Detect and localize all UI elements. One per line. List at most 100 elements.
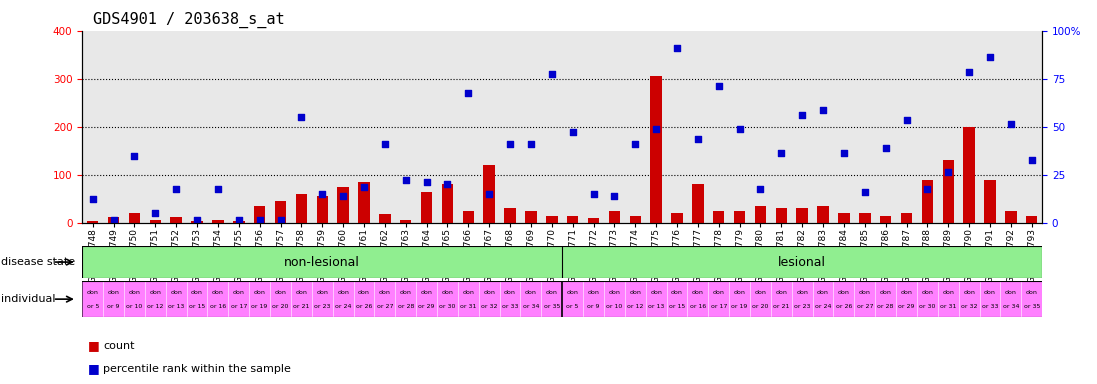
Text: or 12: or 12 xyxy=(147,305,163,310)
Text: or 30: or 30 xyxy=(439,305,455,310)
Text: or 28: or 28 xyxy=(878,305,894,310)
Text: don: don xyxy=(108,290,120,295)
Bar xyxy=(796,208,807,223)
Bar xyxy=(442,184,453,223)
Point xyxy=(856,189,873,195)
Text: or 17: or 17 xyxy=(711,305,727,310)
Text: or 12: or 12 xyxy=(627,305,644,310)
Point xyxy=(439,181,456,187)
Text: or 15: or 15 xyxy=(669,305,686,310)
Point xyxy=(835,150,852,156)
Bar xyxy=(400,220,411,223)
Text: don: don xyxy=(525,290,536,295)
Text: or 21: or 21 xyxy=(293,305,309,310)
Bar xyxy=(87,221,99,223)
Point xyxy=(522,141,540,147)
Bar xyxy=(1026,215,1038,223)
Text: don: don xyxy=(796,290,808,295)
Text: or 13: or 13 xyxy=(648,305,665,310)
Text: count: count xyxy=(103,341,135,351)
Text: don: don xyxy=(170,290,182,295)
Bar xyxy=(191,221,203,223)
Text: don: don xyxy=(901,290,913,295)
Point xyxy=(293,114,310,120)
Text: don: don xyxy=(316,290,328,295)
Point xyxy=(814,107,832,113)
Text: or 9: or 9 xyxy=(108,305,120,310)
Text: don: don xyxy=(671,290,683,295)
Text: or 30: or 30 xyxy=(919,305,936,310)
Text: don: don xyxy=(484,290,495,295)
Point xyxy=(126,152,144,159)
Point xyxy=(772,150,790,156)
Point xyxy=(355,184,373,190)
Point xyxy=(689,136,706,142)
Bar xyxy=(421,192,432,223)
Text: individual: individual xyxy=(1,294,56,304)
Text: or 24: or 24 xyxy=(815,305,832,310)
Text: or 16: or 16 xyxy=(690,305,706,310)
Text: or 31: or 31 xyxy=(940,305,957,310)
Text: or 26: or 26 xyxy=(836,305,852,310)
Bar xyxy=(295,194,307,223)
Text: or 29: or 29 xyxy=(898,305,915,310)
Text: don: don xyxy=(295,290,307,295)
Text: don: don xyxy=(817,290,829,295)
Bar xyxy=(817,206,829,223)
Bar xyxy=(713,211,724,223)
Bar xyxy=(562,246,1042,278)
Bar xyxy=(380,214,391,223)
Text: or 21: or 21 xyxy=(773,305,790,310)
Point xyxy=(981,54,998,60)
Point xyxy=(335,193,352,199)
Text: don: don xyxy=(399,290,411,295)
Text: don: don xyxy=(880,290,892,295)
Text: lesional: lesional xyxy=(778,256,826,268)
Text: or 27: or 27 xyxy=(857,305,873,310)
Bar xyxy=(484,165,495,223)
Text: don: don xyxy=(859,290,871,295)
Bar xyxy=(233,221,245,223)
Text: don: don xyxy=(755,290,767,295)
Point xyxy=(939,169,957,175)
Bar xyxy=(505,208,516,223)
Point xyxy=(626,141,644,147)
Text: don: don xyxy=(942,290,954,295)
Text: or 20: or 20 xyxy=(272,305,289,310)
Text: or 29: or 29 xyxy=(418,305,434,310)
Text: or 28: or 28 xyxy=(397,305,414,310)
Text: or 15: or 15 xyxy=(189,305,205,310)
Point xyxy=(647,126,665,132)
Bar xyxy=(776,208,787,223)
Text: don: don xyxy=(358,290,370,295)
Text: don: don xyxy=(420,290,432,295)
Text: don: don xyxy=(128,290,140,295)
Text: percentile rank within the sample: percentile rank within the sample xyxy=(103,364,291,374)
Bar xyxy=(359,182,370,223)
Text: or 17: or 17 xyxy=(230,305,247,310)
Text: don: don xyxy=(984,290,996,295)
Bar xyxy=(546,215,557,223)
Text: don: don xyxy=(567,290,578,295)
Point xyxy=(668,45,686,51)
Bar xyxy=(149,220,161,223)
Point xyxy=(877,145,894,151)
Point xyxy=(397,177,415,183)
Text: or 32: or 32 xyxy=(480,305,497,310)
Bar xyxy=(588,218,599,223)
Text: don: don xyxy=(692,290,704,295)
Text: don: don xyxy=(505,290,516,295)
Text: GDS4901 / 203638_s_at: GDS4901 / 203638_s_at xyxy=(93,12,285,28)
Text: disease state: disease state xyxy=(1,257,76,267)
Bar xyxy=(859,213,871,223)
Bar xyxy=(525,211,536,223)
Point xyxy=(543,71,561,77)
Point xyxy=(230,217,248,223)
Bar xyxy=(692,184,703,223)
Text: or 5: or 5 xyxy=(566,305,579,310)
Bar xyxy=(253,206,265,223)
Text: or 26: or 26 xyxy=(355,305,372,310)
Point xyxy=(314,191,331,197)
Bar xyxy=(212,220,224,223)
Text: or 35: or 35 xyxy=(1024,305,1040,310)
